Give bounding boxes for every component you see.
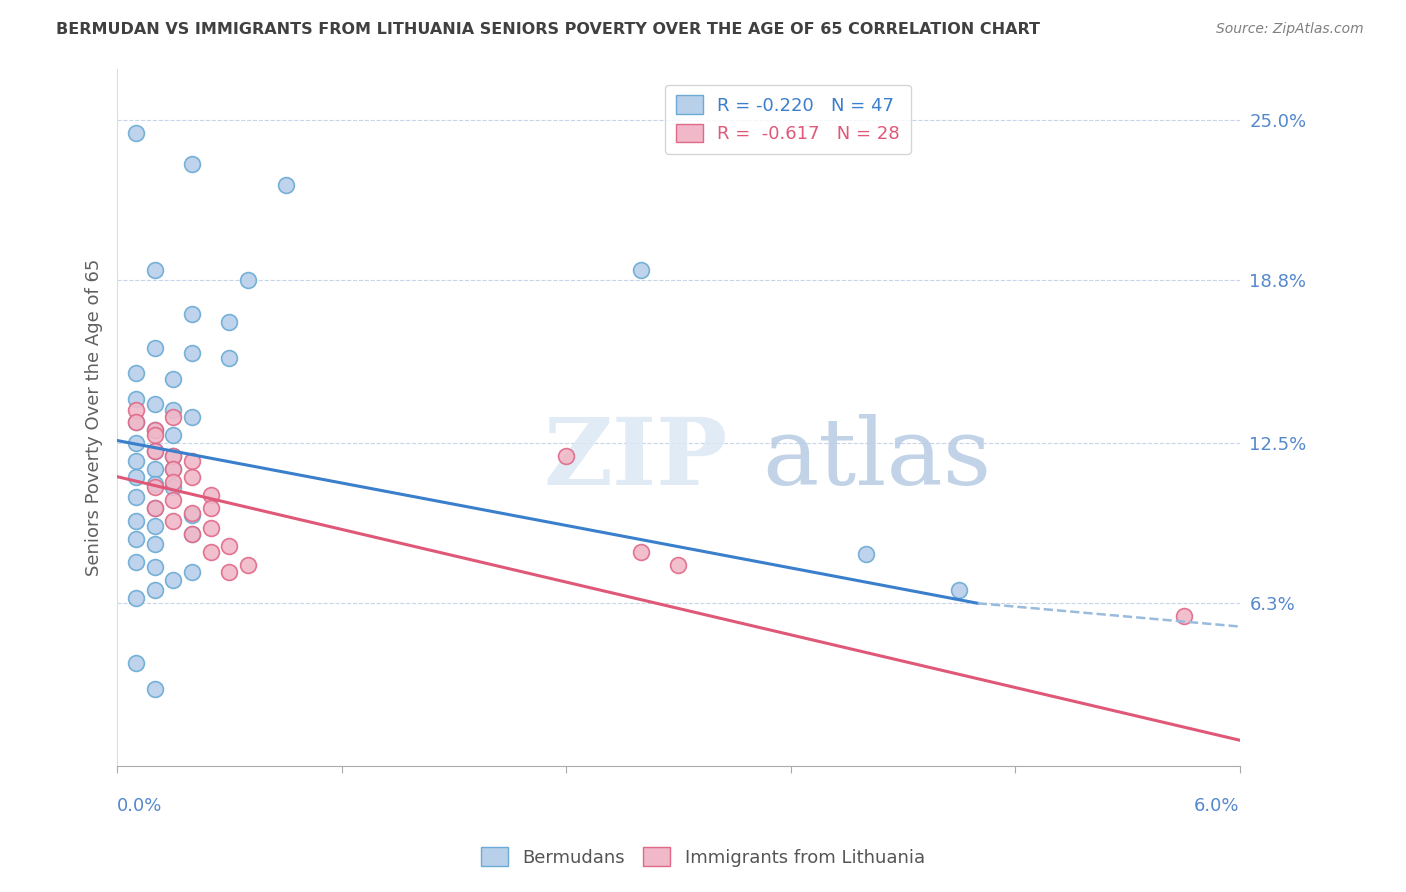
Point <box>143 263 166 277</box>
Point <box>143 681 166 696</box>
Point <box>143 462 166 476</box>
Point <box>181 526 204 541</box>
Point <box>181 566 204 580</box>
Point <box>218 351 240 365</box>
Point <box>668 558 690 572</box>
Point <box>630 544 652 558</box>
Point <box>125 469 148 483</box>
Point <box>162 462 184 476</box>
Point <box>181 345 204 359</box>
Point <box>143 477 166 491</box>
Point <box>143 500 166 515</box>
Point <box>125 491 148 505</box>
Point <box>143 443 166 458</box>
Text: 6.0%: 6.0% <box>1194 797 1240 815</box>
Point <box>274 178 297 192</box>
Point <box>143 423 166 437</box>
Point <box>181 526 204 541</box>
Point <box>200 500 222 515</box>
Point <box>181 410 204 425</box>
Point <box>143 500 166 515</box>
Point <box>162 462 184 476</box>
Point <box>162 449 184 463</box>
Text: Source: ZipAtlas.com: Source: ZipAtlas.com <box>1216 22 1364 37</box>
Point <box>125 532 148 546</box>
Point <box>143 397 166 411</box>
Point <box>181 506 204 520</box>
Point <box>143 480 166 494</box>
Legend: R = -0.220   N = 47, R =  -0.617   N = 28: R = -0.220 N = 47, R = -0.617 N = 28 <box>665 85 911 154</box>
Point <box>181 469 204 483</box>
Point <box>125 591 148 606</box>
Text: BERMUDAN VS IMMIGRANTS FROM LITHUANIA SENIORS POVERTY OVER THE AGE OF 65 CORRELA: BERMUDAN VS IMMIGRANTS FROM LITHUANIA SE… <box>56 22 1040 37</box>
Point <box>125 454 148 468</box>
Text: atlas: atlas <box>762 414 991 504</box>
Point <box>855 547 877 561</box>
Point <box>125 392 148 407</box>
Point <box>162 410 184 425</box>
Point <box>125 555 148 569</box>
Point <box>125 514 148 528</box>
Point <box>555 449 578 463</box>
Point <box>143 423 166 437</box>
Point <box>162 449 184 463</box>
Legend: Bermudans, Immigrants from Lithuania: Bermudans, Immigrants from Lithuania <box>474 840 932 874</box>
Point <box>143 583 166 598</box>
Point <box>143 518 166 533</box>
Point <box>630 263 652 277</box>
Point <box>218 566 240 580</box>
Point <box>125 126 148 140</box>
Point <box>125 416 148 430</box>
Point <box>218 315 240 329</box>
Text: 0.0%: 0.0% <box>117 797 163 815</box>
Point <box>218 540 240 554</box>
Point <box>125 656 148 670</box>
Point <box>143 341 166 355</box>
Point <box>143 428 166 442</box>
Point <box>125 402 148 417</box>
Point <box>162 371 184 385</box>
Point <box>162 480 184 494</box>
Text: ZIP: ZIP <box>544 414 728 504</box>
Point <box>143 443 166 458</box>
Point <box>181 157 204 171</box>
Point <box>162 428 184 442</box>
Point <box>143 537 166 551</box>
Point <box>162 402 184 417</box>
Point <box>125 367 148 381</box>
Point <box>236 273 259 287</box>
Point <box>181 307 204 321</box>
Point <box>1173 609 1195 624</box>
Point <box>200 488 222 502</box>
Point <box>200 521 222 535</box>
Point <box>236 558 259 572</box>
Point <box>162 514 184 528</box>
Point <box>162 492 184 507</box>
Point <box>162 475 184 489</box>
Point <box>143 560 166 574</box>
Point <box>162 573 184 587</box>
Point <box>125 416 148 430</box>
Point <box>181 454 204 468</box>
Point <box>181 508 204 523</box>
Y-axis label: Seniors Poverty Over the Age of 65: Seniors Poverty Over the Age of 65 <box>86 259 103 576</box>
Point <box>200 544 222 558</box>
Point <box>125 436 148 450</box>
Point <box>948 583 970 598</box>
